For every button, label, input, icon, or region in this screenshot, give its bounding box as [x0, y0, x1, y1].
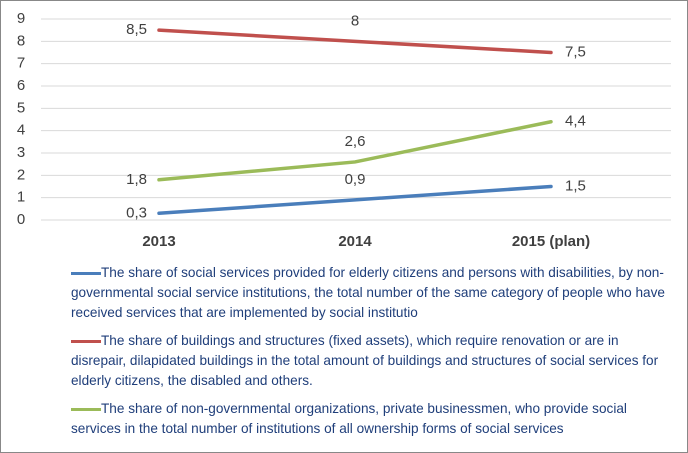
y-tick-label: 8 — [17, 32, 25, 49]
data-label: 4,4 — [565, 113, 586, 130]
series-line — [157, 28, 553, 55]
data-label: 0,9 — [345, 171, 366, 188]
data-label: 0,3 — [126, 204, 147, 221]
y-tick-label: 2 — [17, 166, 25, 183]
data-label: 8 — [351, 12, 359, 29]
x-tick-label: 2014 — [338, 233, 372, 250]
data-label: 8,5 — [126, 21, 147, 38]
x-tick-label: 2015 (plan) — [512, 233, 590, 250]
y-tick-label: 5 — [17, 99, 25, 116]
legend-item: The share of social services provided fo… — [71, 263, 671, 323]
y-tick-label: 9 — [17, 10, 25, 27]
y-tick-label: 3 — [17, 144, 25, 161]
data-label: 1,5 — [565, 177, 586, 194]
legend-label: The share of social services provided fo… — [71, 265, 665, 320]
legend: The share of social services provided fo… — [71, 263, 671, 447]
legend-label: The share of non-governmental organizati… — [71, 401, 627, 436]
legend-swatch — [71, 407, 101, 411]
x-tick-label: 2013 — [142, 233, 175, 250]
legend-label: The share of buildings and structures (f… — [71, 333, 659, 388]
y-tick-label: 4 — [17, 122, 25, 139]
series-line — [157, 119, 553, 182]
data-label: 1,8 — [126, 171, 147, 188]
legend-swatch — [71, 339, 101, 343]
y-tick-label: 7 — [17, 55, 25, 72]
chart: 0 1 2 3 4 5 6 7 8 9 2013 2014 2015 (plan) 0,3 0,9 1,5 8,… — [17, 10, 671, 250]
data-label: 7,5 — [565, 43, 586, 60]
legend-swatch — [71, 271, 101, 275]
legend-item: The share of non-governmental organizati… — [71, 399, 671, 439]
y-tick-label: 1 — [17, 189, 25, 206]
y-tick-label: 6 — [17, 77, 25, 94]
y-tick-label: 0 — [17, 211, 25, 228]
series-line — [157, 184, 553, 216]
data-label: 2,6 — [345, 133, 366, 150]
legend-item: The share of buildings and structures (f… — [71, 331, 671, 391]
